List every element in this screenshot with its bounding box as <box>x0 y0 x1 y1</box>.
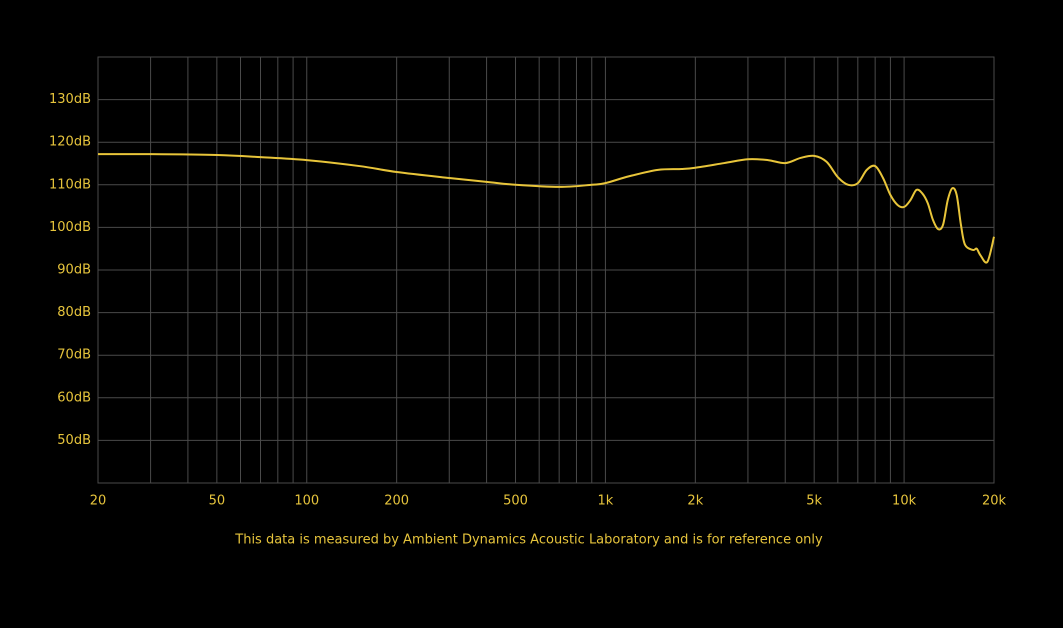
footnote: This data is measured by Ambient Dynamic… <box>234 533 823 548</box>
x-tick-label: 5k <box>806 494 822 509</box>
y-tick-label: 120dB <box>49 135 91 150</box>
y-tick-label: 110dB <box>49 177 91 192</box>
response-curve <box>97 153 995 264</box>
x-tick-label: 100 <box>294 494 319 509</box>
x-tick-label: 20 <box>90 494 107 509</box>
y-tick-label: 50dB <box>57 433 91 448</box>
y-tick-label: 80dB <box>57 305 91 320</box>
y-tick-label: 70dB <box>57 348 91 363</box>
y-tick-label: 90dB <box>57 263 91 278</box>
x-tick-label: 50 <box>209 494 226 509</box>
y-tick-label: 100dB <box>49 220 91 235</box>
x-tick-label: 20k <box>982 494 1007 509</box>
y-tick-label: 60dB <box>57 390 91 405</box>
x-tick-label: 200 <box>384 494 409 509</box>
x-tick-label: 500 <box>503 494 528 509</box>
x-tick-label: 1k <box>598 494 614 509</box>
x-tick-label: 10k <box>892 494 917 509</box>
x-tick-label: 2k <box>687 494 703 509</box>
y-tick-label: 130dB <box>49 92 91 107</box>
